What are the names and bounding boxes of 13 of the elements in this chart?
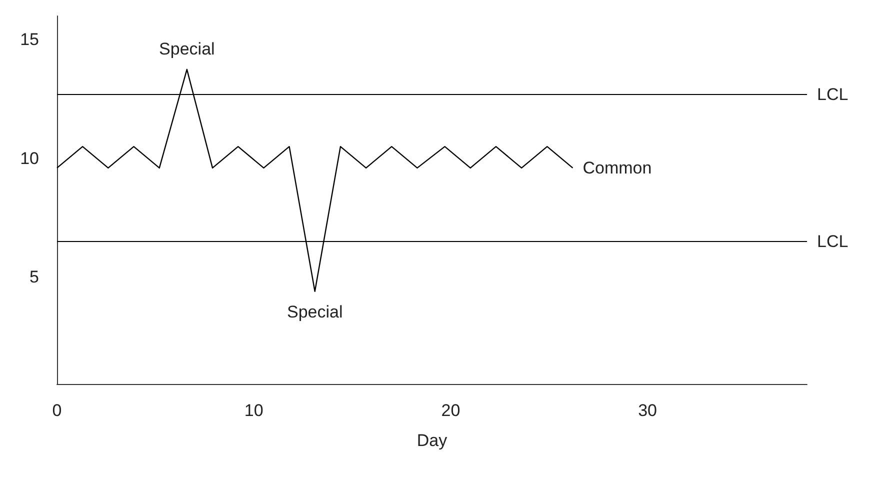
x-tick-label: 20 <box>441 401 460 420</box>
x-axis-title: Day <box>416 431 448 450</box>
x-tick-label: 30 <box>638 401 658 420</box>
annotation: Special <box>286 302 343 322</box>
y-tick-label: 5 <box>30 268 39 287</box>
annotation: Special <box>159 39 215 58</box>
y-tick-label: 15 <box>20 30 39 50</box>
annotation: Common <box>582 158 652 178</box>
ref-line-label: LCL <box>817 84 848 104</box>
x-tick-label: 10 <box>244 401 264 420</box>
ref-line-label: LCL <box>817 232 848 252</box>
x-tick-label: 0 <box>52 401 62 420</box>
y-tick-label: 10 <box>20 148 39 168</box>
